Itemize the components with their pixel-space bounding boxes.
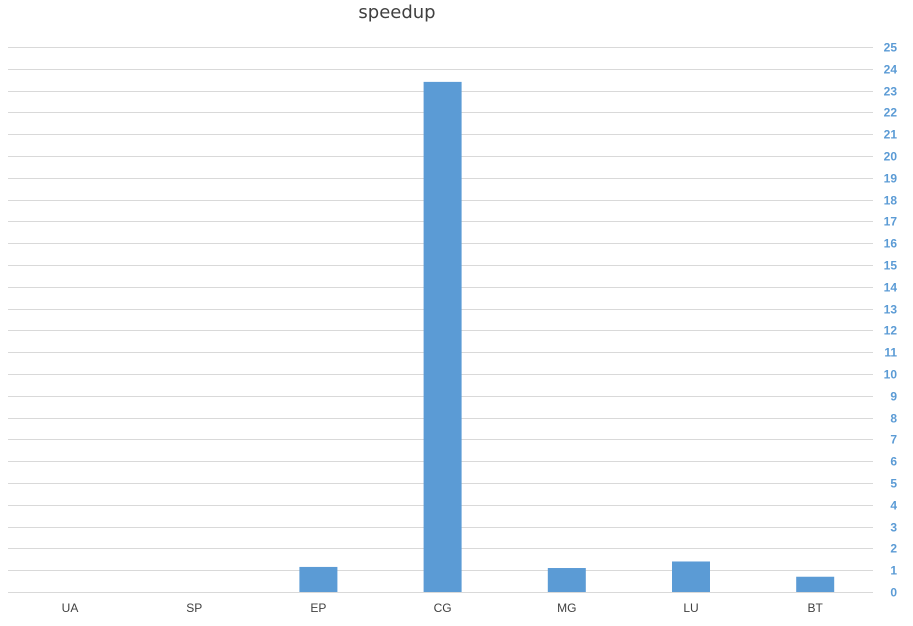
x-tick-label: LU [683, 601, 698, 615]
y-tick-label: 23 [884, 85, 898, 99]
bar-mg [547, 568, 586, 592]
chart-title: speedup [358, 2, 436, 23]
y-tick-label: 8 [890, 412, 897, 426]
bar-lu [672, 561, 710, 592]
y-tick-label: 2 [890, 542, 897, 556]
y-tick-label: 10 [884, 368, 898, 382]
x-tick-label: SP [186, 601, 202, 615]
y-tick-label: 0 [890, 586, 897, 600]
y-tick-label: 13 [884, 303, 898, 317]
y-tick-label: 18 [884, 194, 898, 208]
y-tick-label: 16 [884, 237, 898, 251]
y-tick-label: 6 [890, 455, 897, 469]
y-tick-label: 3 [890, 521, 897, 535]
y-tick-label: 5 [890, 477, 897, 491]
x-tick-label: MG [557, 601, 576, 615]
bar-ep [299, 566, 338, 592]
x-axis-tick-labels: UA SP EP CG MG LU BT [62, 601, 824, 615]
y-tick-label: 1 [890, 564, 897, 578]
y-axis-tick-labels: 0123456789101112131415161718192021222324… [884, 41, 898, 600]
bar-cg [423, 81, 462, 592]
x-tick-label: EP [310, 601, 326, 615]
y-tick-label: 4 [890, 499, 897, 513]
y-tick-label: 14 [884, 281, 898, 295]
y-tick-label: 20 [884, 150, 898, 164]
bar-bt [796, 576, 835, 592]
x-tick-label: CG [434, 601, 452, 615]
x-tick-label: BT [808, 601, 824, 615]
y-tick-label: 17 [884, 215, 898, 229]
bars [299, 81, 835, 592]
y-tick-label: 22 [884, 106, 898, 120]
y-tick-label: 9 [890, 390, 897, 404]
y-tick-label: 21 [884, 128, 898, 142]
y-tick-label: 7 [890, 433, 897, 447]
y-tick-label: 24 [884, 63, 898, 77]
x-tick-label: UA [62, 601, 79, 615]
y-tick-label: 11 [884, 346, 897, 360]
y-tick-label: 12 [884, 324, 898, 338]
y-tick-label: 25 [884, 41, 898, 55]
y-tick-label: 15 [884, 259, 898, 273]
y-tick-label: 19 [884, 172, 898, 186]
